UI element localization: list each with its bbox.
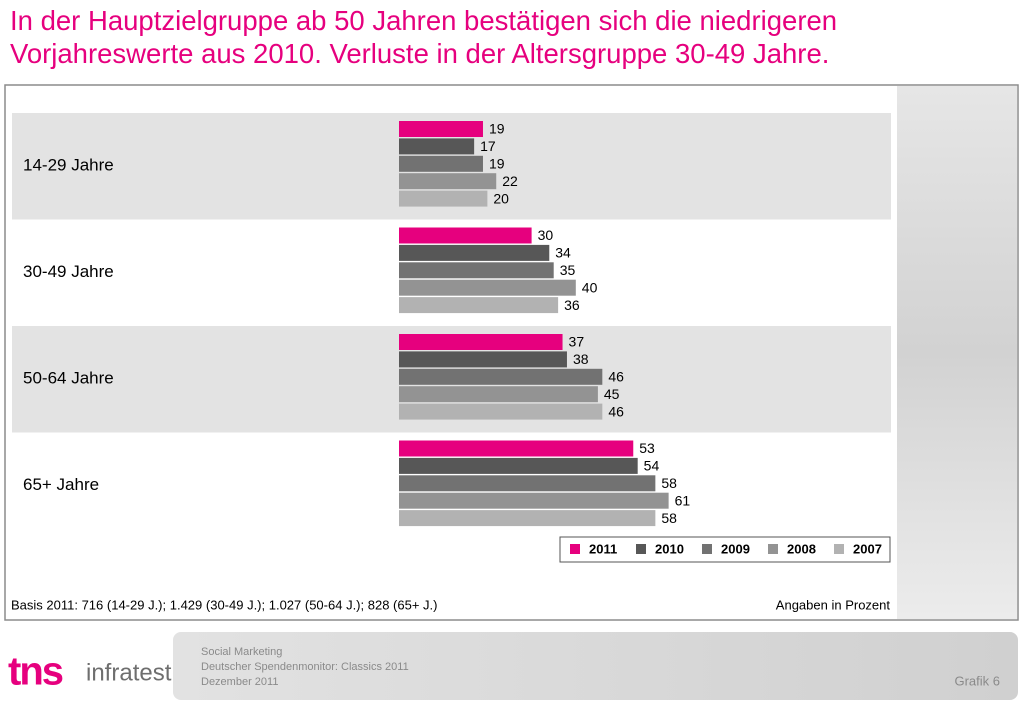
bar [399, 262, 554, 279]
footer-page: Grafik 6 [954, 673, 1000, 688]
bar [399, 279, 576, 296]
legend-swatch [636, 544, 646, 554]
bar [399, 368, 603, 385]
footer-line: Social Marketing [201, 646, 282, 658]
value-label: 46 [608, 369, 624, 385]
legend-swatch [834, 544, 844, 554]
value-label: 54 [644, 458, 660, 474]
legend-swatch [768, 544, 778, 554]
side-image [897, 86, 1017, 619]
legend-swatch [570, 544, 580, 554]
value-label: 19 [489, 156, 505, 172]
value-label: 34 [555, 245, 571, 261]
logo-brand: tns [8, 650, 63, 694]
bar [399, 475, 656, 492]
value-label: 22 [502, 173, 518, 189]
legend-label: 2007 [853, 541, 882, 556]
bar [399, 155, 483, 172]
bar [399, 351, 567, 368]
value-label: 58 [661, 510, 677, 526]
bar [399, 440, 634, 457]
bar [399, 510, 656, 527]
category-label: 50-64 Jahre [23, 369, 114, 388]
bar [399, 138, 475, 155]
bar [399, 403, 603, 420]
value-label: 40 [582, 279, 598, 295]
bar [399, 244, 550, 261]
bar [399, 227, 532, 244]
legend-label: 2010 [655, 541, 684, 556]
title-line: In der Hauptzielgruppe ab 50 Jahren best… [10, 5, 838, 36]
value-label: 53 [639, 440, 655, 456]
bar [399, 386, 598, 403]
title-line: Vorjahreswerte aus 2010. Verluste in der… [10, 38, 830, 69]
value-label: 38 [573, 351, 589, 367]
note: Basis 2011: 716 (14-29 J.); 1.429 (30-49… [11, 597, 437, 612]
category-label: 30-49 Jahre [23, 262, 114, 281]
category-label: 14-29 Jahre [23, 156, 114, 175]
legend-label: 2009 [721, 541, 750, 556]
bar [399, 457, 638, 474]
value-label: 46 [608, 403, 624, 419]
unit-note: Angaben in Prozent [776, 597, 891, 612]
bar [399, 173, 497, 190]
bar [399, 297, 559, 314]
value-label: 19 [489, 121, 505, 137]
footer-line: Deutscher Spendenmonitor: Classics 2011 [201, 661, 409, 673]
legend-label: 2011 [589, 541, 617, 556]
bar [399, 190, 488, 207]
value-label: 30 [538, 227, 554, 243]
bar [399, 121, 483, 137]
value-label: 35 [560, 262, 576, 278]
category-label: 65+ Jahre [23, 475, 99, 494]
value-label: 17 [480, 138, 496, 154]
value-label: 37 [569, 334, 585, 350]
value-label: 58 [661, 475, 677, 491]
bar [399, 334, 563, 350]
value-label: 45 [604, 386, 620, 402]
logo-sub: infratest [86, 659, 172, 686]
footer-bar [173, 632, 1018, 700]
legend-swatch [702, 544, 712, 554]
title: In der Hauptzielgruppe ab 50 Jahren best… [10, 4, 837, 70]
value-label: 61 [675, 492, 691, 508]
bar [399, 492, 669, 509]
footer-line: Dezember 2011 [201, 676, 278, 688]
legend-label: 2008 [787, 541, 816, 556]
value-label: 20 [493, 190, 509, 206]
value-label: 36 [564, 297, 580, 313]
